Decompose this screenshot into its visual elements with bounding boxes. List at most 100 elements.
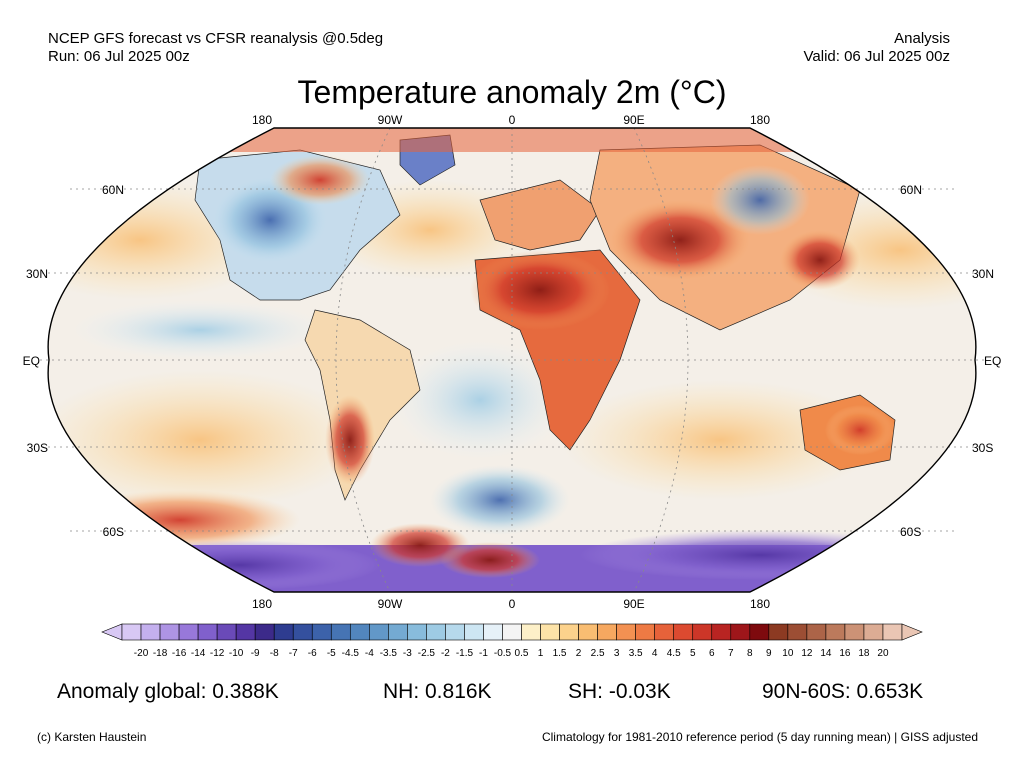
colorbar-box bbox=[635, 623, 655, 641]
lon-label-bottom: 90W bbox=[378, 597, 403, 610]
colorbar-box bbox=[292, 623, 313, 641]
colorbar-tick-label: -12 bbox=[210, 648, 225, 659]
colorbar-box bbox=[597, 623, 617, 641]
lat-label-left: 30S bbox=[27, 441, 48, 455]
colorbar-tick-label: -0.5 bbox=[494, 648, 512, 659]
lat-label-right: 60S bbox=[900, 525, 921, 539]
colorbar-box bbox=[730, 623, 751, 641]
central-asia-hot-anomaly bbox=[610, 200, 750, 280]
colorbar-tick-label: 18 bbox=[858, 648, 870, 659]
colorbar-box bbox=[216, 623, 237, 641]
colorbar-tick-label: 6 bbox=[709, 648, 715, 659]
lon-line-90e bbox=[633, 127, 689, 593]
lat-labels-right: 60N 30N EQ 30S 60S bbox=[900, 183, 1001, 539]
colorbar-box bbox=[882, 623, 903, 641]
anomaly-field bbox=[48, 128, 976, 592]
colorbar-tick-label: 2.5 bbox=[591, 648, 605, 659]
lat-labels-left: 60N 30N EQ 30S 60S bbox=[23, 183, 124, 539]
colorbar-tick-label: 5 bbox=[690, 648, 696, 659]
colorbar-box bbox=[616, 623, 636, 641]
colorbar-tick-label: -18 bbox=[153, 648, 168, 659]
south-atlantic-cool bbox=[390, 340, 570, 460]
colorbar-box bbox=[844, 623, 865, 641]
lon-label-top: 90E bbox=[623, 113, 644, 127]
colorbar-tick-label: -3 bbox=[403, 648, 412, 659]
colorbar-tick-label: -1 bbox=[479, 648, 488, 659]
canada-warm-anomaly bbox=[270, 155, 370, 205]
colorbar-arrow-right bbox=[901, 623, 923, 641]
west-antarctica-cold-anomaly bbox=[100, 540, 380, 590]
stat-global: Anomaly global: 0.388K bbox=[57, 680, 279, 703]
lat-label-left: 60S bbox=[103, 525, 124, 539]
colorbar-tick-label: 10 bbox=[782, 648, 794, 659]
colorbar-tick-label: 7 bbox=[728, 648, 734, 659]
colorbar-tick-label: -4.5 bbox=[342, 648, 360, 659]
lat-label-left: 60N bbox=[102, 183, 124, 197]
colorbar-tick-label: 8 bbox=[747, 648, 753, 659]
analysis-label: Analysis bbox=[894, 30, 950, 47]
lon-label-top: 0 bbox=[509, 113, 516, 127]
colorbar-tick-label: 3.5 bbox=[629, 648, 643, 659]
valid-time: Valid: 06 Jul 2025 00z bbox=[803, 48, 951, 65]
colorbar-box bbox=[768, 623, 789, 641]
colorbar-box bbox=[540, 623, 560, 641]
model-description: NCEP GFS forecast vs CFSR reanalysis @0.… bbox=[48, 30, 384, 47]
colorbar-box bbox=[654, 623, 675, 641]
south-atlantic-cold-anomaly bbox=[430, 465, 570, 535]
colorbar-tick-labels: -20 -18 -16 -14 -12 -10 -9 -8 -7 -6 -5 -4.5 -4 -3.5 -3… bbox=[134, 648, 889, 659]
colorbar-box bbox=[140, 623, 161, 641]
colorbar-box bbox=[369, 623, 389, 641]
lat-label-left: 30N bbox=[26, 267, 48, 281]
colorbar-box bbox=[254, 623, 275, 641]
colorbar-tick-label: -6 bbox=[308, 648, 317, 659]
stat-nh: NH: 0.816K bbox=[383, 680, 492, 703]
lat-label-right: 30S bbox=[972, 441, 993, 455]
colorbar-tick-label: -7 bbox=[289, 648, 298, 659]
climatology-note: Climatology for 1981-2010 reference peri… bbox=[541, 730, 978, 744]
colorbar-tick-label: 3 bbox=[614, 648, 620, 659]
colorbar-box bbox=[330, 623, 351, 641]
colorbar-tick-label: -9 bbox=[251, 648, 260, 659]
colorbar-box bbox=[559, 623, 579, 641]
colorbar-tick-label: -20 bbox=[134, 648, 149, 659]
lon-label-top: 90W bbox=[378, 113, 403, 127]
colorbar-box bbox=[349, 623, 370, 641]
colorbar-tick-label: -1.5 bbox=[456, 648, 474, 659]
colorbar-tick-label: -3.5 bbox=[380, 648, 398, 659]
colorbar-tick-label: -2.5 bbox=[418, 648, 436, 659]
colorbar-tick-label: -14 bbox=[191, 648, 206, 659]
colorbar-tick-label: 2 bbox=[576, 648, 582, 659]
australia-warm-anomaly bbox=[825, 405, 895, 455]
east-asia-hot-anomaly bbox=[780, 230, 860, 290]
colorbar-box bbox=[521, 623, 541, 641]
colorbar-tick-label: -2 bbox=[441, 648, 450, 659]
colorbar-box bbox=[159, 623, 180, 641]
sahara-hot-anomaly bbox=[470, 250, 610, 330]
lon-label-bottom: 0 bbox=[509, 597, 516, 610]
colorbar-tick-label: -8 bbox=[270, 648, 279, 659]
south-america-warm-anomaly bbox=[325, 395, 375, 485]
header-left: NCEP GFS forecast vs CFSR reanalysis @0.… bbox=[48, 30, 383, 66]
colorbar-box bbox=[825, 623, 846, 641]
colorbar-box bbox=[197, 623, 218, 641]
colorbar-tick-label: 4.5 bbox=[667, 648, 681, 659]
colorbar-tick-label: 1.5 bbox=[553, 648, 567, 659]
lon-labels-top: 180 90W 0 90E 180 bbox=[252, 113, 770, 127]
temperature-anomaly-map: 180 90W 0 90E 180 180 90W 0 90E 180 60N … bbox=[23, 113, 1002, 610]
run-time: Run: 06 Jul 2025 00z bbox=[48, 48, 190, 65]
lat-label-right: 60N bbox=[900, 183, 922, 197]
lon-labels-bottom: 180 90W 0 90E 180 bbox=[252, 597, 770, 610]
lat-label-left: EQ bbox=[23, 354, 40, 368]
east-antarctica-cold-anomaly bbox=[580, 530, 940, 580]
colorbar-tick-label: -16 bbox=[172, 648, 187, 659]
colorbar-box bbox=[311, 623, 332, 641]
colorbar-box bbox=[178, 623, 199, 641]
colorbar-box bbox=[673, 623, 694, 641]
colorbar-box bbox=[787, 623, 808, 641]
colorbar-boxes bbox=[101, 623, 923, 641]
colorbar-box bbox=[407, 623, 427, 641]
lat-label-right: EQ bbox=[984, 354, 1001, 368]
lon-label-bottom: 180 bbox=[252, 597, 272, 610]
colorbar-box bbox=[426, 623, 446, 641]
south-pacific-warm bbox=[48, 370, 370, 510]
